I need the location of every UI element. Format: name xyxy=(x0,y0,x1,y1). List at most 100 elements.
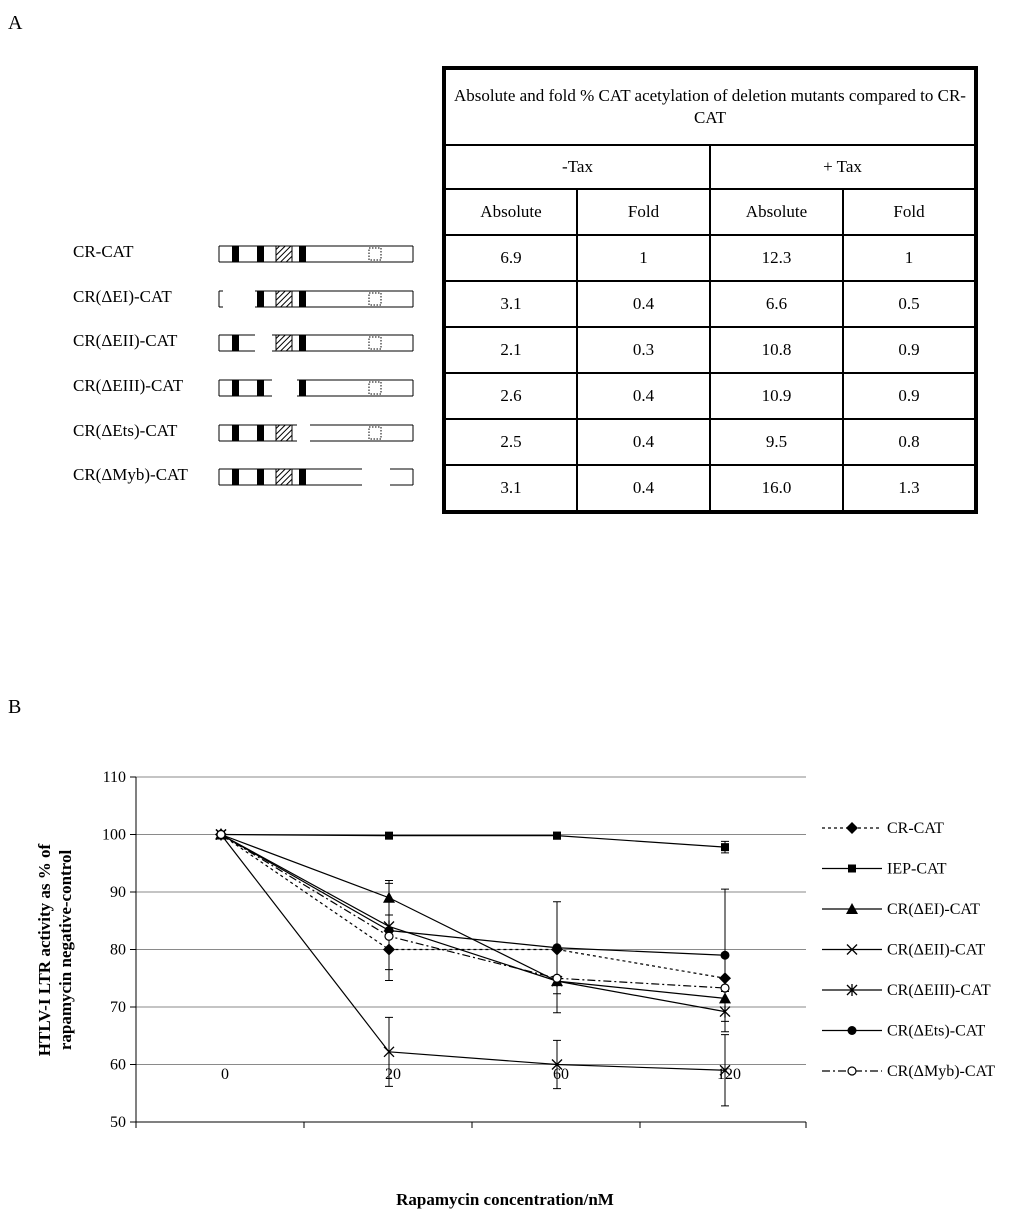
table-cell: 0.9 xyxy=(842,326,977,374)
data-point xyxy=(846,944,858,955)
table-cell: 1 xyxy=(842,234,977,282)
table-cell: 1.3 xyxy=(842,464,977,513)
group-header-plus-tax: + Tax xyxy=(709,144,977,190)
legend-entry: IEP-CAT xyxy=(822,861,947,878)
data-point xyxy=(552,973,562,983)
table-cell: 2.6 xyxy=(443,372,578,420)
construct-label: CR-CAT xyxy=(73,242,134,261)
legend-entry: CR(ΔEII)-CAT xyxy=(822,942,986,959)
y-axis-title: HTLV-I LTR activity as % of rapamycin neg… xyxy=(35,843,75,1056)
legend-entry: CR(ΔEts)-CAT xyxy=(822,1023,986,1040)
data-point xyxy=(847,1026,857,1035)
series-line xyxy=(220,833,726,956)
series-1 xyxy=(217,830,729,854)
table-row: 2.6 0.4 10.9 0.9 xyxy=(443,372,977,420)
data-point xyxy=(216,829,226,840)
series-line xyxy=(220,834,726,1071)
legend-label: CR(ΔEIII)-CAT xyxy=(887,982,991,999)
table-row: 3.1 0.4 16.0 1.3 xyxy=(443,464,977,513)
panel-label-a: A xyxy=(8,12,23,34)
data-point xyxy=(846,984,858,996)
table-cell: 6.9 xyxy=(443,234,578,282)
legend-label: CR(ΔMyb)-CAT xyxy=(887,1063,995,1080)
legend-entry: CR-CAT xyxy=(822,820,944,837)
table-cell: 1 xyxy=(576,234,711,282)
series-line xyxy=(220,834,726,979)
table-cell: 3.1 xyxy=(443,280,578,328)
construct-diagram xyxy=(218,290,414,308)
legend-label: IEP-CAT xyxy=(887,861,947,878)
y-tick-label: 60 xyxy=(110,1057,126,1074)
y-tick-label: 110 xyxy=(103,769,126,786)
construct-label: CR(ΔEI)-CAT xyxy=(73,287,172,306)
data-point xyxy=(551,1059,563,1070)
series-6 xyxy=(216,829,730,993)
legend-label: CR-CAT xyxy=(887,820,944,837)
data-point xyxy=(553,831,561,840)
table-cell: 0.4 xyxy=(576,280,711,328)
table-cell: 12.3 xyxy=(709,234,844,282)
data-point xyxy=(720,950,730,960)
table-cell: 3.1 xyxy=(443,464,578,513)
column-header: Fold xyxy=(842,188,977,236)
data-point xyxy=(846,822,858,834)
series-2 xyxy=(215,828,731,1004)
cat-acetylation-table: Absolute and fold % CAT acetylation of d… xyxy=(442,66,978,514)
data-point xyxy=(847,1066,857,1076)
x-axis-title: Rapamycin concentration/nM xyxy=(396,1190,614,1209)
panel-label-b: B xyxy=(8,696,22,718)
table-cell: 0.9 xyxy=(842,372,977,420)
data-point xyxy=(846,903,858,914)
y-tick-label: 100 xyxy=(102,827,126,844)
construct-label: CR(ΔEII)-CAT xyxy=(73,331,178,350)
construct-diagram xyxy=(218,245,414,263)
legend-label: CR(ΔEII)-CAT xyxy=(887,942,986,959)
legend-entry: CR(ΔMyb)-CAT xyxy=(822,1063,995,1080)
construct-diagram xyxy=(218,424,414,442)
data-point xyxy=(552,943,562,953)
legend-label: CR(ΔEI)-CAT xyxy=(887,901,980,918)
x-tick-label: 20 xyxy=(385,1066,401,1083)
data-point xyxy=(385,831,393,840)
data-point xyxy=(848,864,856,873)
construct-label: CR(ΔMyb)-CAT xyxy=(73,465,188,484)
table-cell: 2.5 xyxy=(443,418,578,466)
table-cell: 0.3 xyxy=(576,326,711,374)
table-row: 2.1 0.3 10.8 0.9 xyxy=(443,326,977,374)
construct-label: CR(ΔEts)-CAT xyxy=(73,421,178,440)
series-line xyxy=(220,833,726,1013)
table-row: 6.9 1 12.3 1 xyxy=(443,234,977,282)
series-4 xyxy=(215,828,731,1033)
table-cell: 6.6 xyxy=(709,280,844,328)
table-title: Absolute and fold % CAT acetylation of d… xyxy=(443,67,977,146)
series-line xyxy=(220,833,726,989)
data-point xyxy=(719,1064,731,1076)
series-0 xyxy=(215,828,731,985)
table-cell: 2.1 xyxy=(443,326,578,374)
x-tick-label: 0 xyxy=(221,1066,229,1083)
table-row: 2.5 0.4 9.5 0.8 xyxy=(443,418,977,466)
construct-diagram xyxy=(218,468,414,486)
series-5 xyxy=(216,830,730,1022)
y-tick-label: 50 xyxy=(110,1114,126,1131)
data-point xyxy=(721,843,729,852)
legend-label: CR(ΔEts)-CAT xyxy=(887,1023,986,1040)
y-tick-label: 90 xyxy=(110,884,126,901)
column-header: Absolute xyxy=(709,188,844,236)
y-tick-label: 70 xyxy=(110,999,126,1016)
table-cell: 10.8 xyxy=(709,326,844,374)
construct-diagram xyxy=(218,334,414,352)
column-header: Fold xyxy=(576,188,711,236)
series-line xyxy=(220,833,726,848)
construct-diagram xyxy=(218,379,414,397)
data-point xyxy=(720,983,730,993)
table-cell: 10.9 xyxy=(709,372,844,420)
table-cell: 0.4 xyxy=(576,372,711,420)
data-point xyxy=(383,1046,395,1058)
table-row: 3.1 0.4 6.6 0.5 xyxy=(443,280,977,328)
data-point xyxy=(384,931,394,941)
table-cell: 9.5 xyxy=(709,418,844,466)
table-cell: 0.5 xyxy=(842,280,977,328)
table-cell: 0.4 xyxy=(576,418,711,466)
